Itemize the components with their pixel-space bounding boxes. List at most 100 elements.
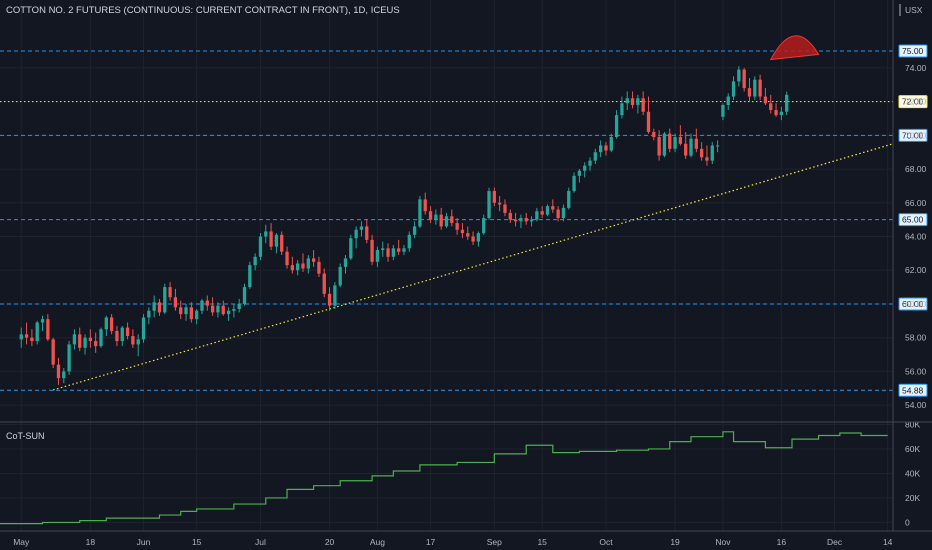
candle-body <box>710 145 714 161</box>
time-tick-label: May <box>13 537 30 547</box>
candle-body <box>40 319 45 323</box>
candle-body <box>359 226 364 230</box>
candle-body <box>668 133 672 149</box>
price-level-label: 60.00 <box>902 299 924 309</box>
candle-body <box>731 81 736 97</box>
candle-body <box>253 256 257 266</box>
time-tick-label: 16 <box>777 537 787 547</box>
candle-body <box>460 229 465 234</box>
price-levels: 75.00 72.00 70.00 65.00 60.00 54.88 <box>0 44 928 397</box>
candle-body <box>641 98 645 112</box>
time-tick-label: 19 <box>670 537 680 547</box>
candle-body <box>195 310 199 320</box>
candle-body <box>402 248 406 252</box>
price-tick-label: 54.00 <box>905 400 927 410</box>
price-level-label: 54.88 <box>902 385 924 395</box>
candle-body <box>492 190 496 203</box>
candle-body <box>726 96 730 105</box>
candle-body <box>301 263 305 269</box>
candle-body <box>210 305 215 313</box>
candle-body <box>62 371 66 379</box>
candle-body <box>157 302 162 313</box>
candle-body <box>774 110 778 116</box>
candle-body <box>322 273 326 294</box>
candle-body <box>428 211 433 220</box>
candle-body <box>657 137 661 156</box>
candle-body <box>678 137 683 144</box>
candle-body <box>24 334 29 338</box>
candle-body <box>450 216 454 224</box>
candle-body <box>535 211 539 220</box>
candle-body <box>593 152 597 161</box>
price-level-tag <box>898 297 928 311</box>
candle-body <box>386 248 390 257</box>
candle-body <box>684 143 688 156</box>
candle-body <box>306 258 310 269</box>
candle-body <box>94 341 98 347</box>
candle-body <box>694 138 698 149</box>
candle-body <box>67 344 71 372</box>
candle-body <box>742 69 746 89</box>
candle-body <box>577 170 582 176</box>
candle-body <box>381 248 385 251</box>
price-tick-label: 74.00 <box>905 63 927 73</box>
candle-body <box>407 234 411 249</box>
candle-body <box>56 364 61 379</box>
candle-body <box>646 111 651 132</box>
trendline-group <box>52 143 894 391</box>
candle-body <box>439 214 443 227</box>
time-tick-label: Sep <box>487 537 502 547</box>
candle-body <box>583 165 587 171</box>
candle-body <box>423 199 427 212</box>
candle-body <box>125 327 130 337</box>
candle-body <box>391 248 395 257</box>
price-tick-label: 66.00 <box>905 198 927 208</box>
candle-body <box>588 160 592 166</box>
candle-body <box>205 300 209 306</box>
candle-body <box>503 204 507 213</box>
candle-body <box>689 138 693 156</box>
indicator-tick-label: 60K <box>905 444 920 454</box>
candle-body <box>769 103 773 111</box>
grid-lines <box>0 0 893 531</box>
candle-body <box>221 305 225 315</box>
price-tick-label: 60.00 <box>905 299 927 309</box>
time-tick-label: 14 <box>883 537 893 547</box>
indicator-tick-label: 20K <box>905 493 920 503</box>
price-tick-label: 56.00 <box>905 366 927 376</box>
time-tick-label: Jun <box>137 537 151 547</box>
candle-body <box>88 337 93 342</box>
candle-body <box>189 307 194 320</box>
candle-body <box>524 217 528 222</box>
candle-body <box>519 217 523 222</box>
candle-body <box>285 251 289 266</box>
candle-body <box>258 236 263 257</box>
candle-body <box>412 226 417 235</box>
candle-body <box>737 69 741 82</box>
candle-body <box>529 219 534 222</box>
candle-body <box>200 300 204 311</box>
candle-body <box>147 310 151 318</box>
indicator-tick-label: 40K <box>905 468 920 478</box>
candle-body <box>673 137 677 149</box>
candle-body <box>747 88 752 97</box>
candle-body <box>343 258 348 267</box>
candle-body <box>620 103 624 116</box>
candle-body <box>131 336 135 345</box>
candle-body <box>397 248 401 252</box>
candle-body <box>779 111 784 116</box>
annotation-arc <box>769 35 820 61</box>
candle-body <box>487 190 491 218</box>
candle-body <box>115 330 119 342</box>
candle-body <box>333 285 337 306</box>
candle-body <box>434 214 438 220</box>
candle-body <box>296 263 300 271</box>
candle-body <box>471 236 475 242</box>
price-tick-label: 64.00 <box>905 232 927 242</box>
price-level-label: 72.00 <box>902 97 924 107</box>
candle-body <box>599 145 603 153</box>
price-level-tag <box>898 95 928 109</box>
candle-body <box>163 287 167 313</box>
candle-body <box>636 98 640 105</box>
candle-body <box>216 305 220 313</box>
